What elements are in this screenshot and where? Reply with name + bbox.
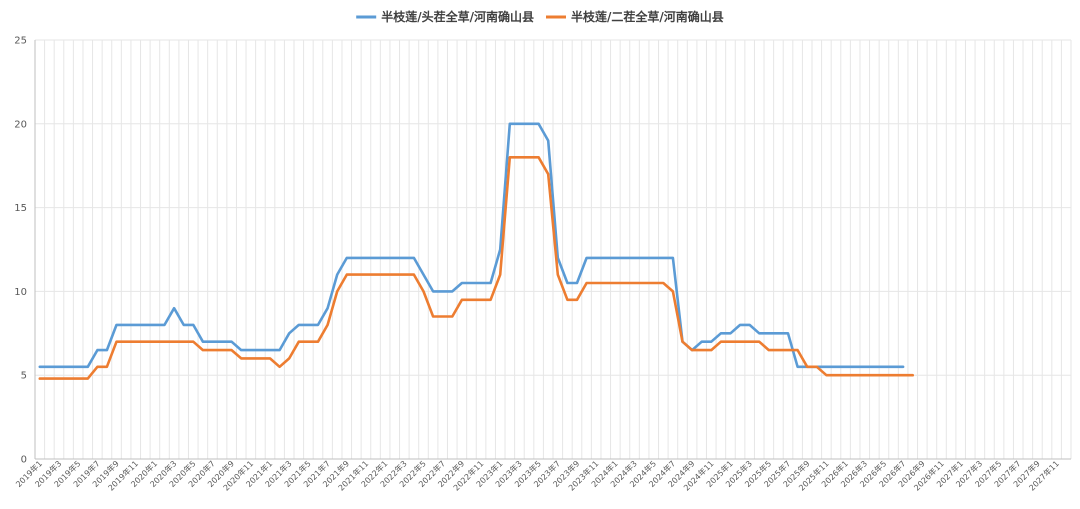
legend-item-2: 半枝莲/二茬全草/河南确山县 (546, 9, 724, 24)
legend-label: 半枝莲/头茬全草/河南确山县 (381, 9, 534, 24)
y-tick-label: 5 (21, 371, 27, 382)
y-tick-label: 20 (14, 119, 27, 130)
series-line-1 (38, 122, 905, 369)
y-tick-label: 0 (21, 455, 27, 466)
legend-label: 半枝莲/二茬全草/河南确山县 (571, 9, 724, 24)
y-tick-label: 25 (14, 36, 27, 47)
y-tick-label: 10 (14, 287, 27, 298)
series-line-2 (38, 156, 915, 380)
y-tick-label: 15 (14, 203, 27, 214)
legend-item-1: 半枝莲/头茬全草/河南确山县 (356, 9, 534, 24)
